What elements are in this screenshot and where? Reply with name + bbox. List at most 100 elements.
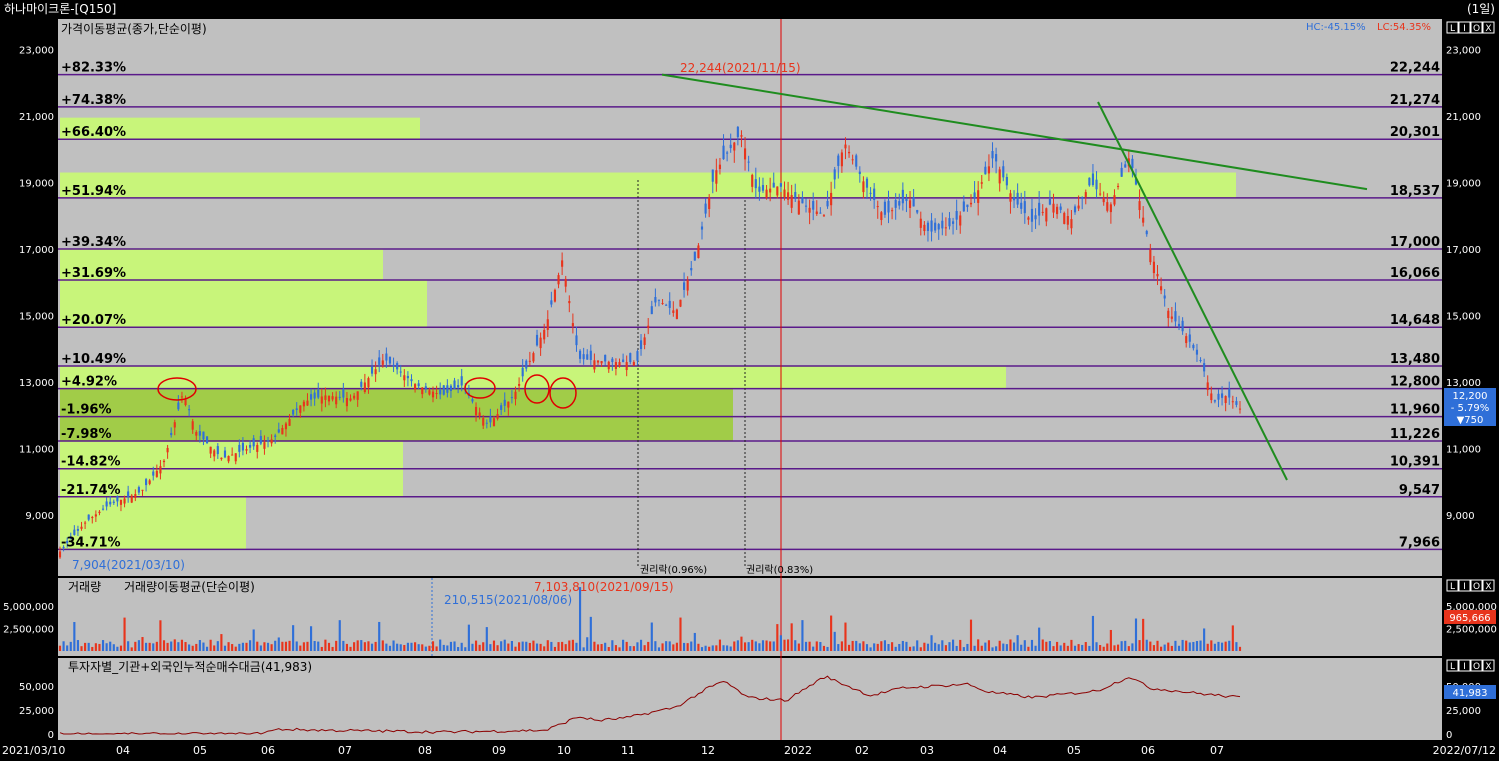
volume-bar <box>553 646 557 651</box>
volume-bar <box>830 615 833 651</box>
candle-body <box>840 152 843 167</box>
candle-body <box>919 218 922 228</box>
volume-bar <box>1095 642 1098 651</box>
candle-body <box>754 179 757 189</box>
candle-body <box>1228 388 1231 398</box>
volume-bar <box>1185 640 1188 651</box>
candle-body <box>281 427 284 435</box>
volume-bar <box>457 647 460 651</box>
panel-tool-button[interactable] <box>1446 659 1459 672</box>
candle-body <box>596 360 600 363</box>
volume-bar <box>130 647 133 651</box>
volume-bar <box>127 641 130 651</box>
panel-tool-button[interactable] <box>1458 21 1471 34</box>
volume-bar <box>955 645 958 651</box>
candle-body <box>112 501 115 503</box>
fib-band <box>60 117 420 140</box>
panel-tool-button[interactable] <box>1458 659 1471 672</box>
candle-body <box>668 300 671 308</box>
volume-bar <box>636 642 639 651</box>
x-axis-label: 11 <box>621 744 635 757</box>
candle-body <box>58 551 62 558</box>
candle-body <box>819 212 822 214</box>
volume-bar <box>743 642 747 651</box>
volume-bar <box>593 641 596 651</box>
candle-body <box>449 385 453 391</box>
candle-body <box>478 412 481 416</box>
candle-body <box>331 396 334 400</box>
volume-bar <box>198 640 201 651</box>
volume-bar <box>787 639 790 651</box>
candle-body <box>930 220 933 232</box>
panel-tool-glyph: L <box>1450 662 1455 672</box>
investor-ytick-left: 0 <box>48 730 54 741</box>
panel-tool-button[interactable] <box>1470 21 1483 34</box>
volume-ytick-right: 2,500,000 <box>1446 625 1497 636</box>
volume-bar <box>604 642 607 651</box>
volume-bar <box>87 642 90 651</box>
volume-bar <box>528 642 531 651</box>
volume-bar <box>1005 644 1008 651</box>
candle-body <box>80 526 83 529</box>
candle-body <box>578 350 582 359</box>
candle-body <box>1138 201 1141 211</box>
candle-body <box>514 391 517 400</box>
candle-body <box>1041 211 1044 213</box>
volume-bar <box>729 646 732 651</box>
volume-bar <box>740 636 743 651</box>
panel-tool-button[interactable] <box>1446 579 1459 592</box>
price-ytick-right: 17,000 <box>1446 245 1481 256</box>
volume-bar <box>184 642 187 651</box>
candle-body <box>675 309 678 320</box>
volume-bar <box>1206 643 1209 651</box>
candle-body <box>66 540 69 544</box>
price-ytick-right: 9,000 <box>1446 511 1475 522</box>
volume-bar <box>424 646 427 651</box>
volume-bar <box>1142 618 1145 651</box>
panel-tool-button[interactable] <box>1482 579 1495 592</box>
candle-body <box>1167 310 1170 319</box>
volume-bar <box>1099 645 1102 651</box>
volume-bar <box>769 641 772 651</box>
panel-tool-button[interactable] <box>1458 579 1471 592</box>
candle-body <box>550 300 553 305</box>
volume-bar <box>901 640 904 651</box>
volume-bar <box>435 646 438 651</box>
candle-body <box>1131 158 1134 168</box>
candle-body <box>360 381 363 387</box>
panel-tool-button[interactable] <box>1470 579 1483 592</box>
price-ytick-left: 19,000 <box>19 179 54 190</box>
candle-body <box>808 207 811 213</box>
candle-body <box>270 439 273 444</box>
candle-body <box>137 487 140 493</box>
level-pct: +4.92% <box>61 375 117 390</box>
panel-tool-button[interactable] <box>1446 21 1459 34</box>
candle-body <box>471 399 474 402</box>
panel-tool-button[interactable] <box>1482 21 1495 34</box>
candle-body <box>141 489 144 491</box>
volume-bar <box>1020 644 1023 651</box>
candle-body <box>320 396 323 404</box>
volume-bar <box>1228 640 1231 651</box>
panel-tool-button[interactable] <box>1470 659 1483 672</box>
volume-bar <box>1045 641 1048 651</box>
panel-tool-button[interactable] <box>1482 659 1495 672</box>
volume-bar <box>518 642 521 651</box>
candle-body <box>460 376 463 386</box>
low-marker: 7,904(2021/03/10) <box>72 558 185 572</box>
candle-body <box>213 450 216 457</box>
candle-body <box>238 444 241 452</box>
candle-body <box>1210 393 1213 401</box>
volume-bar <box>700 647 704 651</box>
candle-body <box>367 378 370 388</box>
volume-bar <box>679 617 682 651</box>
panel-tool-glyph: I <box>1463 662 1466 672</box>
candle-body <box>851 159 854 161</box>
candle-body <box>901 189 904 204</box>
candle-body <box>417 383 420 387</box>
volume-bar <box>1167 642 1170 651</box>
volume-bar <box>1073 645 1077 651</box>
volume-bar <box>726 645 729 651</box>
candle-body <box>1213 400 1216 402</box>
